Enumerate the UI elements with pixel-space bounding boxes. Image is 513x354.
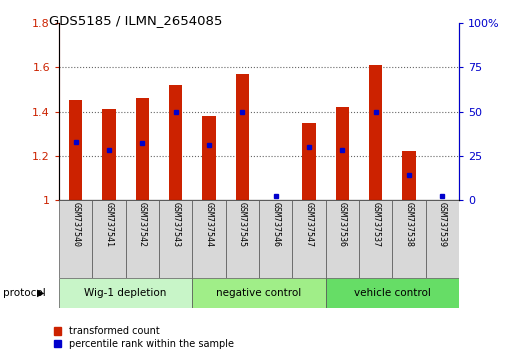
Bar <box>135 98 149 200</box>
Bar <box>169 85 182 200</box>
Bar <box>326 278 459 308</box>
Text: GSM737541: GSM737541 <box>105 202 113 247</box>
Text: GSM737543: GSM737543 <box>171 202 180 247</box>
Text: GDS5185 / ILMN_2654085: GDS5185 / ILMN_2654085 <box>49 14 222 27</box>
Text: GSM737546: GSM737546 <box>271 202 280 247</box>
Bar <box>326 200 359 278</box>
Bar <box>159 200 192 278</box>
Text: GSM737547: GSM737547 <box>305 202 313 247</box>
Bar <box>202 116 215 200</box>
Text: GSM737538: GSM737538 <box>405 202 413 247</box>
Bar <box>336 107 349 200</box>
Bar <box>192 200 226 278</box>
Text: Wig-1 depletion: Wig-1 depletion <box>85 288 167 298</box>
Bar <box>359 200 392 278</box>
Bar <box>92 200 126 278</box>
Bar <box>192 278 326 308</box>
Text: vehicle control: vehicle control <box>354 288 431 298</box>
Bar <box>235 74 249 200</box>
Bar <box>103 109 115 200</box>
Bar <box>426 200 459 278</box>
Text: GSM737544: GSM737544 <box>205 202 213 247</box>
Text: ▶: ▶ <box>37 288 45 298</box>
Text: GSM737542: GSM737542 <box>138 202 147 247</box>
Bar <box>69 101 82 200</box>
Bar <box>59 200 92 278</box>
Bar <box>59 278 192 308</box>
Text: GSM737537: GSM737537 <box>371 202 380 247</box>
Text: GSM737540: GSM737540 <box>71 202 80 247</box>
Text: negative control: negative control <box>216 288 302 298</box>
Text: protocol: protocol <box>3 288 45 298</box>
Bar <box>292 200 326 278</box>
Bar <box>369 65 382 200</box>
Bar <box>126 200 159 278</box>
Bar <box>226 200 259 278</box>
Text: GSM737539: GSM737539 <box>438 202 447 247</box>
Text: GSM737545: GSM737545 <box>238 202 247 247</box>
Bar <box>259 200 292 278</box>
Bar <box>402 152 416 200</box>
Bar <box>302 122 315 200</box>
Legend: transformed count, percentile rank within the sample: transformed count, percentile rank withi… <box>53 326 234 349</box>
Text: GSM737536: GSM737536 <box>338 202 347 247</box>
Bar <box>392 200 426 278</box>
